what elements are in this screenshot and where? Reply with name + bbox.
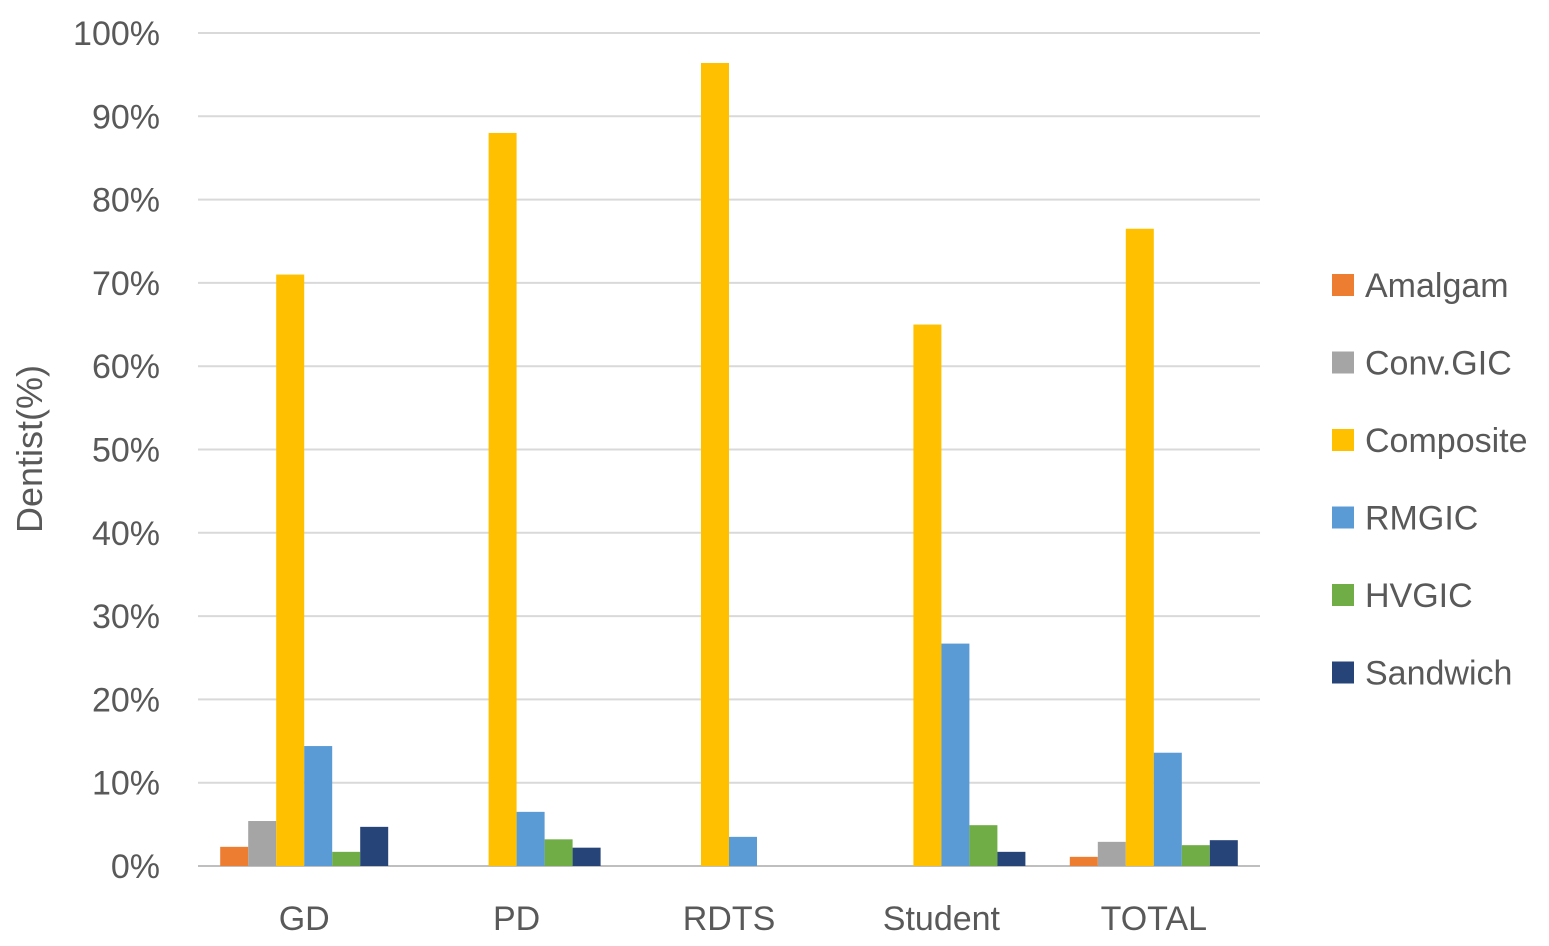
bar-hvgic-student [969,825,998,866]
bar-rmgic-rdts [729,836,757,866]
y-tick-label: 60% [92,348,160,386]
y-tick-label: 90% [92,98,160,136]
y-tick-label: 100% [73,15,160,53]
legend-item: RMGIC [1332,500,1478,538]
bar-composite-gd [276,274,305,866]
legend-label: RMGIC [1365,500,1478,538]
x-tick-label: GD [279,900,330,938]
x-tick-label: TOTAL [1101,900,1207,938]
legend-label: Conv.GIC [1365,345,1512,383]
bar-rmgic-student [941,643,970,866]
legend-item: Composite [1332,422,1528,460]
bar-composite-student [913,324,942,866]
y-tick-label: 70% [92,265,160,303]
bar-rmgic-gd [304,746,333,866]
bar-hvgic-total [1181,845,1210,866]
bar-sandwich-gd [360,826,389,866]
y-tick-label: 30% [92,598,160,636]
x-tick-label: RDTS [683,900,776,938]
bars [220,62,1238,867]
legend: Amalgam Conv.GIC Composite RMGIC HVGIC Sandwi… [1332,267,1528,693]
legend-item: Amalgam [1332,267,1509,305]
y-tick-label: 20% [92,681,160,719]
x-tick-label: PD [493,900,540,938]
bar-hvgic-pd [544,839,573,866]
x-tick-label: Student [883,900,1001,938]
legend-swatch [1332,351,1354,374]
bar-sandwich-total [1209,840,1238,866]
y-tick-label: 40% [92,515,160,553]
bar-composite-rdts [701,62,729,867]
legend-swatch [1332,274,1354,296]
bar-rmgic-total [1153,752,1182,866]
x-axis-ticks: GD PD RDTS Student TOTAL [279,900,1207,938]
legend-swatch [1332,661,1354,684]
bar-amalgam-gd [220,846,249,866]
bar-composite-total [1125,228,1154,866]
bar-sandwich-pd [572,847,601,866]
legend-label: Composite [1365,422,1528,460]
legend-swatch [1332,584,1354,606]
legend-item: HVGIC [1332,577,1473,615]
legend-swatch [1332,506,1354,529]
legend-item: Sandwich [1332,655,1512,693]
y-tick-label: 80% [92,182,160,220]
y-axis-ticks: 0% 10% 20% 30% 40% 50% 60% 70% 80% 90% 100% [73,15,160,886]
bar-composite-pd [488,132,517,866]
y-tick-label: 10% [92,765,160,803]
bar-rmgic-pd [516,811,545,866]
bar-hvgic-gd [332,851,361,866]
legend-label: HVGIC [1365,577,1473,615]
legend-item: Conv.GIC [1332,345,1512,383]
bar-sandwich-student [997,851,1026,866]
bar-conv-gic-gd [248,821,277,866]
bar-conv-gic-total [1097,841,1126,866]
bar-amalgam-total [1069,856,1098,866]
legend-swatch [1332,429,1354,451]
y-axis-title: Dentist(%) [9,365,50,533]
legend-label: Amalgam [1365,267,1509,305]
y-tick-label: 0% [111,848,160,886]
y-tick-label: 50% [92,432,160,470]
legend-label: Sandwich [1365,655,1512,693]
